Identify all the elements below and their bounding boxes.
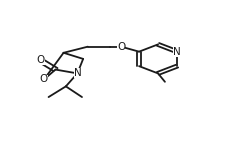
Text: N: N — [73, 68, 81, 78]
Text: N: N — [173, 47, 181, 57]
Text: O: O — [36, 55, 45, 65]
Text: O: O — [117, 42, 125, 52]
Text: O: O — [40, 75, 48, 84]
